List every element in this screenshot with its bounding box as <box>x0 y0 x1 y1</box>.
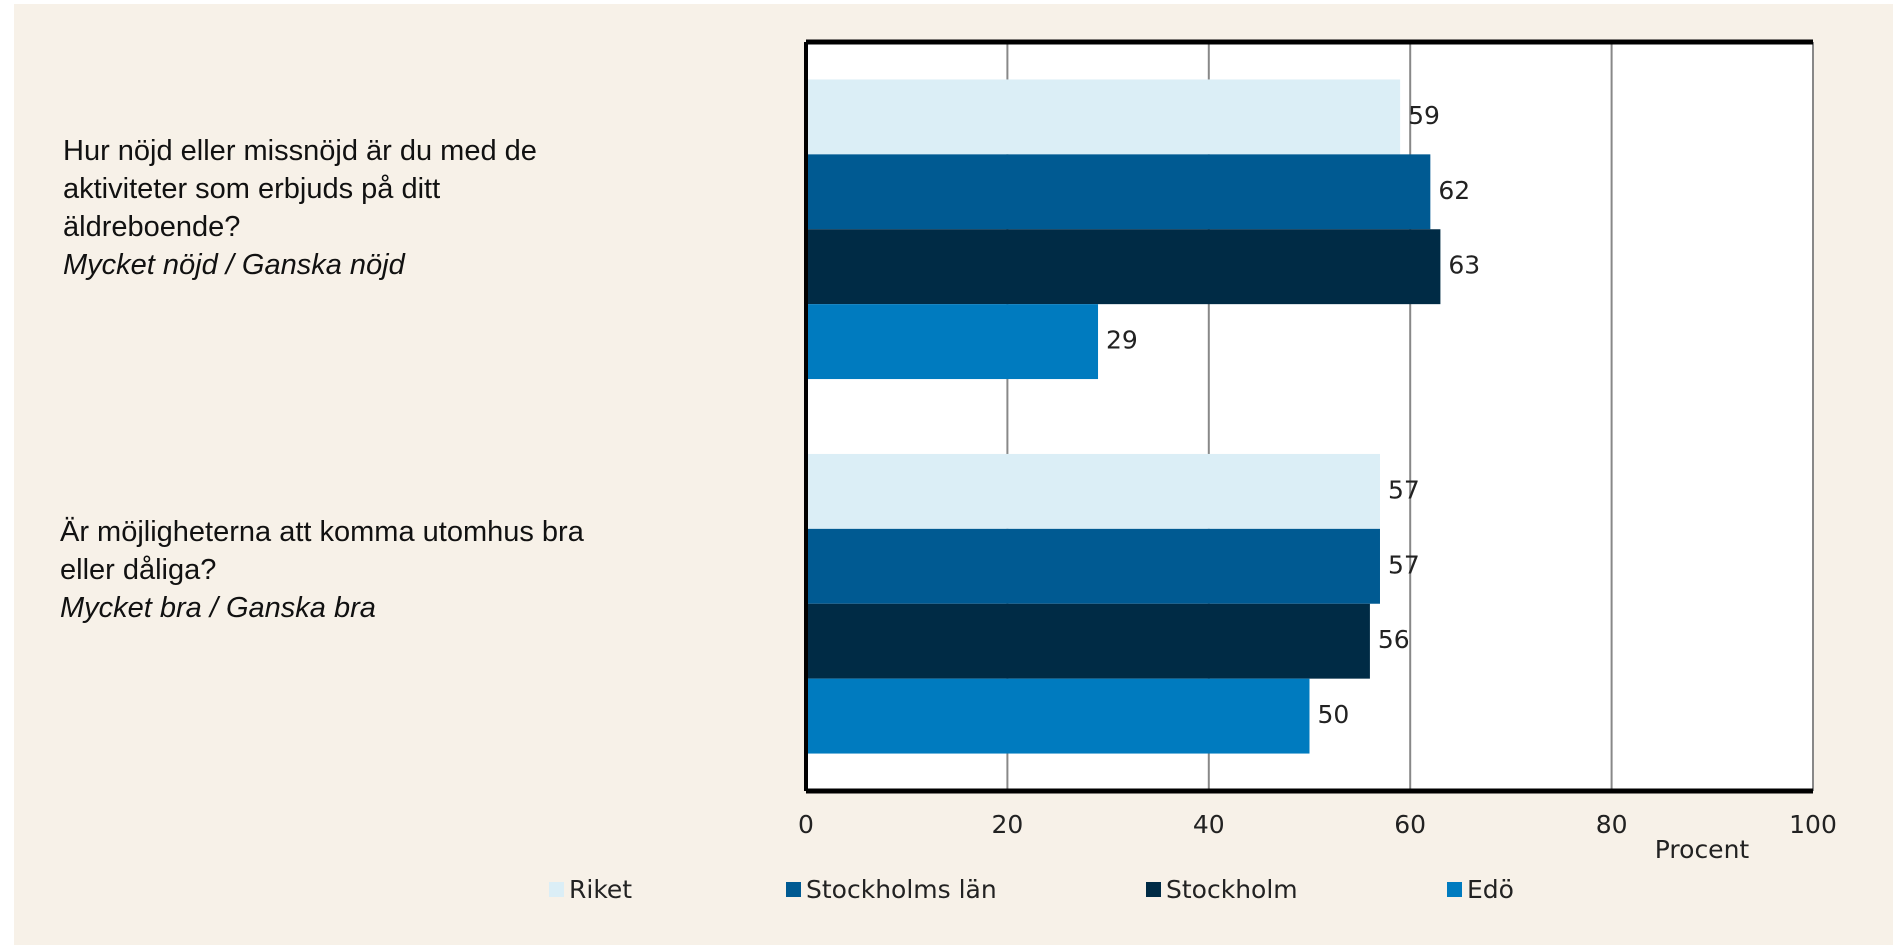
legend-label: Edö <box>1467 875 1514 904</box>
x-tick-label: 60 <box>1394 810 1426 839</box>
value-label: 57 <box>1388 475 1420 504</box>
legend-swatch <box>1447 882 1462 897</box>
legend-label: Stockholm <box>1166 875 1298 904</box>
bar <box>806 453 1380 529</box>
legend-label: Riket <box>569 875 632 904</box>
bar <box>806 528 1380 604</box>
legend-label: Stockholms län <box>806 875 997 904</box>
value-label: 56 <box>1378 625 1410 654</box>
category-text: Hur nöjd eller missnöjd är du med de akt… <box>63 135 537 243</box>
value-label: 50 <box>1318 700 1350 729</box>
x-tick-label: 100 <box>1789 810 1837 839</box>
legend-swatch <box>549 882 564 897</box>
value-label: 29 <box>1106 326 1138 355</box>
value-label: 62 <box>1438 176 1470 205</box>
category-label: Är möjligheterna att komma utomhus bra e… <box>60 513 620 627</box>
value-label: 57 <box>1388 550 1420 579</box>
x-tick-label: 40 <box>1193 810 1225 839</box>
bar <box>806 304 1099 380</box>
bar <box>806 79 1401 155</box>
bar <box>806 678 1310 754</box>
bar <box>806 603 1370 679</box>
category-note: Mycket nöjd / Ganska nöjd <box>63 249 405 281</box>
value-label: 59 <box>1408 101 1440 130</box>
x-axis-label: Procent <box>1655 835 1750 864</box>
value-label: 63 <box>1448 251 1480 280</box>
category-label: Hur nöjd eller missnöjd är du med de akt… <box>63 132 623 284</box>
bar <box>806 154 1431 230</box>
x-tick-label: 20 <box>991 810 1023 839</box>
legend-swatch <box>786 882 801 897</box>
category-note: Mycket bra / Ganska bra <box>60 592 376 624</box>
legend-swatch <box>1146 882 1161 897</box>
x-tick-label: 80 <box>1596 810 1628 839</box>
bar <box>806 229 1441 305</box>
x-tick-label: 0 <box>798 810 814 839</box>
category-text: Är möjligheterna att komma utomhus bra e… <box>60 516 584 586</box>
